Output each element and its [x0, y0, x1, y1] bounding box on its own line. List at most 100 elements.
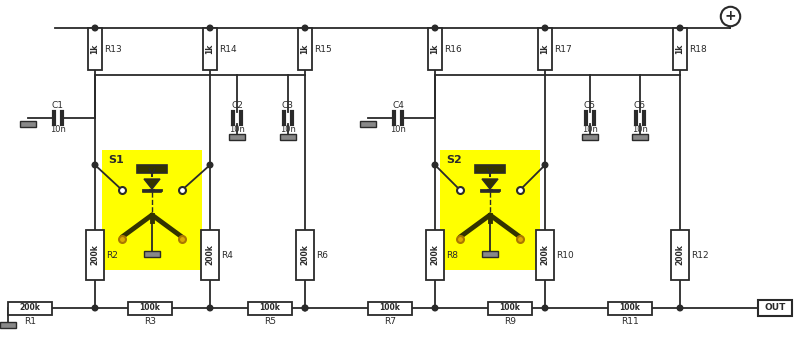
FancyBboxPatch shape: [536, 230, 554, 280]
Text: 10n: 10n: [632, 125, 648, 134]
Circle shape: [542, 162, 548, 168]
FancyBboxPatch shape: [608, 302, 652, 314]
Circle shape: [207, 162, 213, 168]
Text: S2: S2: [446, 155, 462, 165]
Text: 200k: 200k: [90, 244, 99, 266]
Text: 1k: 1k: [301, 44, 310, 54]
Bar: [0, 322, 16, 328]
Circle shape: [207, 305, 213, 311]
Circle shape: [92, 25, 98, 31]
Text: C6: C6: [634, 101, 646, 110]
FancyBboxPatch shape: [426, 230, 444, 280]
FancyBboxPatch shape: [201, 230, 219, 280]
FancyBboxPatch shape: [203, 28, 217, 70]
Text: 1k: 1k: [206, 44, 214, 54]
Circle shape: [542, 305, 548, 311]
Circle shape: [302, 305, 308, 311]
Text: R1: R1: [24, 317, 36, 325]
Circle shape: [542, 25, 548, 31]
Text: C5: C5: [584, 101, 596, 110]
Text: 10n: 10n: [390, 125, 406, 134]
FancyBboxPatch shape: [8, 302, 52, 314]
Text: R3: R3: [144, 317, 156, 325]
Circle shape: [207, 25, 213, 31]
Text: 200k: 200k: [301, 244, 310, 266]
Text: C3: C3: [282, 101, 294, 110]
Text: 200k: 200k: [675, 244, 685, 266]
Bar: [137, 165, 167, 173]
FancyBboxPatch shape: [298, 28, 312, 70]
Text: R17: R17: [554, 45, 572, 53]
FancyBboxPatch shape: [102, 150, 202, 270]
Text: R7: R7: [384, 317, 396, 325]
Bar: [229, 134, 245, 140]
Circle shape: [92, 305, 98, 311]
Text: 200k: 200k: [206, 244, 214, 266]
Text: S1: S1: [108, 155, 124, 165]
FancyBboxPatch shape: [488, 302, 532, 314]
Text: R5: R5: [264, 317, 276, 325]
Text: R8: R8: [446, 251, 458, 259]
Text: R9: R9: [504, 317, 516, 325]
Text: 100k: 100k: [619, 304, 641, 312]
Text: R18: R18: [689, 45, 706, 53]
Text: 200k: 200k: [430, 244, 439, 266]
Text: 200k: 200k: [19, 304, 41, 312]
Circle shape: [302, 305, 308, 311]
Text: 100k: 100k: [259, 304, 281, 312]
FancyBboxPatch shape: [538, 28, 552, 70]
Text: +: +: [724, 9, 736, 23]
Text: 1k: 1k: [90, 44, 99, 54]
Bar: [482, 251, 498, 257]
Text: 200k: 200k: [541, 244, 550, 266]
FancyBboxPatch shape: [128, 302, 172, 314]
FancyBboxPatch shape: [296, 230, 314, 280]
FancyBboxPatch shape: [671, 230, 689, 280]
Bar: [144, 251, 160, 257]
Circle shape: [677, 305, 682, 311]
FancyBboxPatch shape: [88, 28, 102, 70]
Text: R2: R2: [106, 251, 118, 259]
Text: R14: R14: [219, 45, 237, 53]
FancyBboxPatch shape: [86, 230, 104, 280]
Bar: [360, 121, 376, 127]
Text: 10n: 10n: [50, 125, 66, 134]
FancyBboxPatch shape: [440, 150, 540, 270]
Text: 100k: 100k: [139, 304, 161, 312]
Text: R11: R11: [621, 317, 639, 325]
FancyBboxPatch shape: [248, 302, 292, 314]
Text: 100k: 100k: [499, 304, 521, 312]
Text: C4: C4: [392, 101, 404, 110]
Text: 1k: 1k: [675, 44, 685, 54]
Text: 1k: 1k: [541, 44, 550, 54]
Circle shape: [302, 25, 308, 31]
Text: R12: R12: [691, 251, 709, 259]
Text: 1k: 1k: [430, 44, 439, 54]
Text: 100k: 100k: [379, 304, 401, 312]
Bar: [475, 165, 505, 173]
Polygon shape: [482, 179, 498, 189]
Text: 10n: 10n: [582, 125, 598, 134]
Text: R16: R16: [444, 45, 462, 53]
Text: C2: C2: [231, 101, 243, 110]
Bar: [632, 134, 648, 140]
Text: R6: R6: [316, 251, 328, 259]
Text: R15: R15: [314, 45, 332, 53]
Bar: [582, 134, 598, 140]
FancyBboxPatch shape: [758, 300, 792, 316]
Text: R10: R10: [556, 251, 574, 259]
Circle shape: [432, 162, 438, 168]
Circle shape: [677, 25, 682, 31]
Circle shape: [432, 305, 438, 311]
Circle shape: [92, 162, 98, 168]
Circle shape: [432, 25, 438, 31]
FancyBboxPatch shape: [428, 28, 442, 70]
Bar: [20, 121, 36, 127]
FancyBboxPatch shape: [368, 302, 412, 314]
FancyBboxPatch shape: [673, 28, 687, 70]
Text: 10n: 10n: [280, 125, 296, 134]
Text: 10n: 10n: [229, 125, 245, 134]
Polygon shape: [144, 179, 160, 189]
Text: R13: R13: [104, 45, 122, 53]
Text: C1: C1: [52, 101, 64, 110]
